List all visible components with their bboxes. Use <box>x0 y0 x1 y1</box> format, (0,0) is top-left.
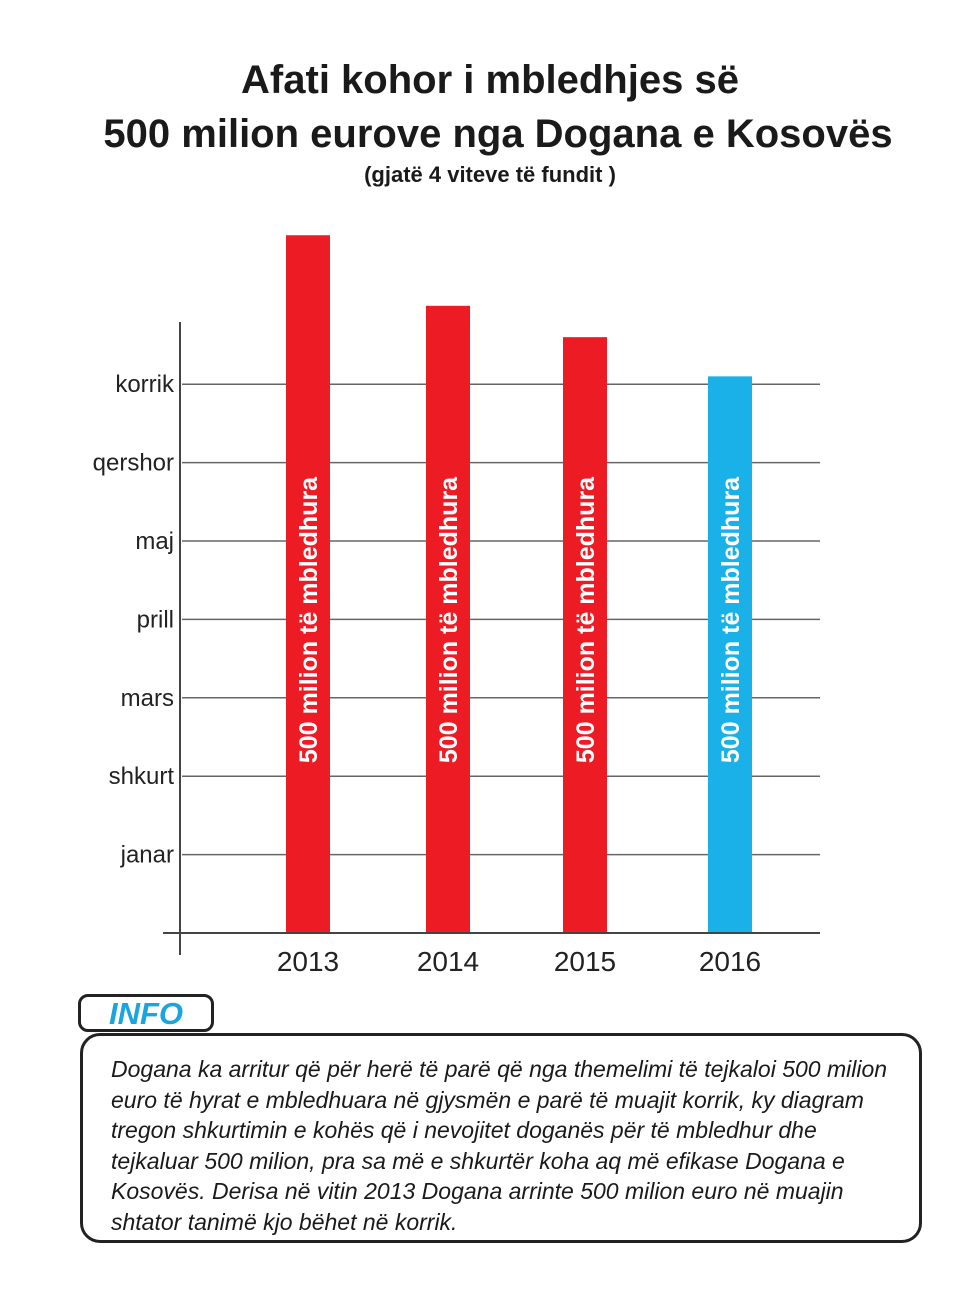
bar-label: 500 milion të mbledhura <box>295 476 323 763</box>
chart-subtitle: (gjatë 4 viteve të fundit ) <box>364 162 616 187</box>
chart-title-line2: 500 milion eurove nga Dogana e Kosovës <box>103 112 893 156</box>
labels: janar shkurt mars prill maj qershor korrik 500 … <box>93 371 762 977</box>
y-tick-label: janar <box>120 842 174 869</box>
bar-2013 <box>286 235 330 934</box>
x-tick-label: 2014 <box>417 946 479 977</box>
x-tick-label: 2015 <box>554 946 616 977</box>
x-tick-label: 2016 <box>699 946 761 977</box>
bar-2014 <box>426 305 470 933</box>
bar-label: 500 milion të mbledhura <box>572 476 600 763</box>
chart-title-line1: Afati kohor i mbledhjes së <box>241 58 739 102</box>
bars <box>286 235 752 934</box>
bar-2015 <box>563 337 607 933</box>
y-tick-label: mars <box>121 685 174 712</box>
y-tick-label: prill <box>137 606 174 633</box>
info-text-box: Dogana ka arritur që për herë të parë që… <box>80 1033 922 1243</box>
y-tick-label: korrik <box>115 371 175 398</box>
y-tick-label: shkurt <box>109 763 175 790</box>
x-tick-label: 2013 <box>277 946 339 977</box>
bar-chart: janar shkurt mars prill maj qershor korrik 500 … <box>93 235 820 977</box>
bar-label: 500 milion të mbledhura <box>435 476 463 763</box>
bar-2016 <box>708 376 752 933</box>
y-tick-label: maj <box>135 528 174 555</box>
y-tick-label: qershor <box>93 450 174 477</box>
axes <box>163 322 820 955</box>
bar-label: 500 milion të mbledhura <box>717 476 745 763</box>
info-tab: INFO <box>78 994 214 1032</box>
info-text: Dogana ka arritur që për herë të parë që… <box>111 1056 888 1235</box>
